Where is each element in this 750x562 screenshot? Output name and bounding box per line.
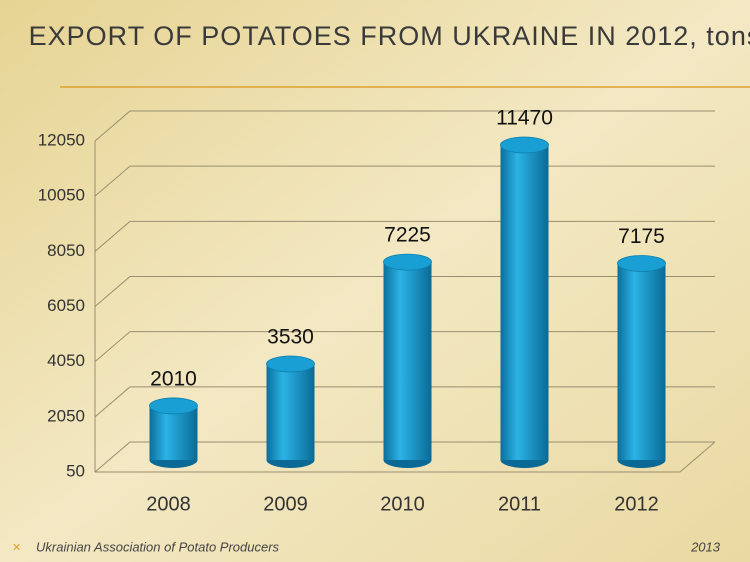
grid-line [94,110,715,142]
bar [383,262,432,460]
bar-top [149,397,198,415]
bar-top [500,136,549,154]
x-tick-label: 2010 [380,493,425,515]
bar-top [383,253,432,271]
footer-year: 2013 [690,539,721,554]
value-label: 2010 [150,367,197,390]
x-tick-label: 2011 [498,493,541,515]
value-label: 7225 [384,224,431,247]
x-tick-label: 2012 [614,493,659,515]
y-tick-label: 10050 [38,186,85,205]
x-tick-label: 2008 [146,493,191,515]
x-tick-label: 2009 [263,493,308,515]
floor-edge [95,441,716,473]
footer-source: Ukrainian Association of Potato Producer… [36,539,280,554]
value-label: 3530 [267,326,314,349]
bar-top [617,255,666,272]
y-tick-label: 12050 [38,130,85,149]
value-label: 11470 [496,107,553,130]
bar [149,405,198,460]
chart-title: EXPORT OF POTATOES FROM UKRAINE IN 2012,… [29,21,750,51]
y-tick-label: 8050 [47,241,85,260]
value-label: 7175 [618,225,665,248]
bullet: ✕ [12,542,21,554]
y-tick-label: 50 [66,461,85,480]
bar-top [266,355,315,373]
bar [266,364,315,460]
bar [617,263,666,460]
y-tick-label: 4050 [47,351,85,370]
bar [500,144,549,460]
y-tick-label: 6050 [47,296,85,315]
y-tick-label: 2050 [47,406,85,425]
